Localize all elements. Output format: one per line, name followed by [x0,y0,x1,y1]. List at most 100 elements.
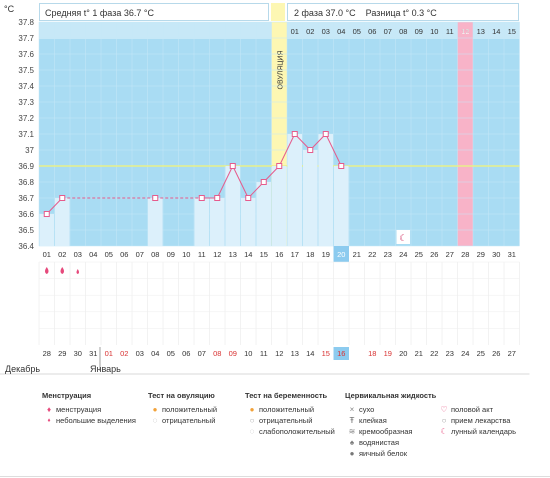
cycle-day-label: 18 [306,250,314,259]
legend-item: ♠ водянистая [345,437,436,448]
series-line [232,165,249,199]
date-label: 19 [384,349,392,358]
cycle-day-label: 24 [399,250,407,259]
date-label: 29 [58,349,66,358]
date-label: 03 [136,349,144,358]
top-day-label: 06 [368,27,376,36]
phase2-summary: 2 фаза 37.0 °C Разница t° 0.3 °C [287,3,519,21]
legend-item: ● положительный [245,404,335,415]
month-december: Декабрь [5,364,41,374]
date-label: 01 [105,349,113,358]
legend-label: слабоположительный [259,427,335,436]
cycle-day-label: 19 [322,250,330,259]
y-tick-label: 37.6 [18,50,34,59]
phase1-label: Средняя t° 1 фаза [45,8,122,18]
date-label: 30 [74,349,82,358]
top-day-label: 08 [399,27,407,36]
sticky-icon: Ŧ [349,416,355,425]
cycle-day-label: 15 [260,250,268,259]
data-point [291,131,298,137]
cycle-day-label: 21 [353,250,361,259]
legend-menstruation: Менструация ♦ менструация ♦ небольшие выде… [42,391,136,426]
legend-item: ◌ слабоположительный [245,426,335,437]
date-today-cell [333,347,349,360]
small-drop-icon: ♦ [47,417,51,424]
moon-icon: ☾ [440,427,448,436]
top-day-label: 15 [508,27,516,36]
phase2-label: 2 фаза [294,8,323,18]
temperature-bar [272,166,287,246]
date-label: 05 [167,349,175,358]
date-label: 07 [198,349,206,358]
temperature-bar [39,214,54,246]
cycle-day-label: 25 [415,250,423,259]
temperature-bar [256,182,271,246]
top-day-label: 11 [446,27,454,36]
diff-value: 0.3 °C [411,8,437,18]
watery-icon: ♠ [349,438,355,447]
cycle-day-label: 03 [74,250,82,259]
date-label: 27 [508,349,516,358]
creamy-icon: ≋ [348,427,356,436]
date-label: 08 [213,349,221,358]
series-line [325,133,342,167]
cycle-day-label: 09 [167,250,175,259]
top-day-label: 01 [291,27,299,36]
date-label: 09 [229,349,237,358]
date-label: 04 [151,349,159,358]
y-tick-label: 37 [25,146,34,155]
date-label: 11 [260,349,268,358]
legend-title: Тест на овуляцию [148,391,215,400]
temperature-bar [334,166,349,246]
series-line [278,133,296,167]
cycle-day-label: 22 [368,250,376,259]
legend-item: ● яичный белок [345,448,436,459]
date-label: 26 [492,349,500,358]
ovulation-header-marker [271,3,285,21]
date-label: 10 [244,349,252,358]
bottom-divider [0,476,550,477]
legend-label: яичный белок [359,449,408,458]
legend-item: ≋ кремообразная [345,426,436,437]
legend-title: Цервикальная жидкость [345,391,437,400]
data-point [245,195,252,201]
legend-label: кремообразная [359,427,413,436]
legend-label: небольшие выделения [56,416,136,425]
cycle-day-label: 31 [508,250,516,259]
top-day-label: 07 [384,27,392,36]
top-day-label: 10 [430,27,438,36]
date-label: 14 [306,349,314,358]
cycle-day-label: 12 [213,250,221,259]
drop-icon: ♦ [46,405,52,414]
legend-label: отрицательный [162,416,216,425]
legend-label: сухо [359,405,375,414]
legend-item: × сухо [345,404,436,415]
sun-outline-icon: ◌ [152,416,158,425]
temperature-bar [225,166,240,246]
temperature-bar [148,198,163,246]
temperature-bar [55,198,70,246]
legend-other: ♡ половой акт ○ прием лекарства ☾ лунный ка… [437,404,516,437]
cycle-day-label: 04 [89,250,97,259]
y-tick-label: 37.4 [18,82,34,91]
temperature-chart: °CОВУЛЯЦИЯ37.837.737.637.537.437.337.237… [0,4,530,375]
cycle-day-label: 20 [337,250,345,259]
temperature-bar [210,198,225,246]
data-point [229,163,236,169]
data-point [338,163,345,169]
phase1-summary: Средняя t° 1 фаза 36.7 °C [39,3,269,21]
moon-icon: ☾ [399,233,407,243]
temperature-bar [287,134,302,246]
data-point [59,195,66,201]
menstruation-drop-icon [45,267,49,274]
legend-item: ◌ отрицательный [148,415,217,426]
y-tick-label: 37.5 [18,66,34,75]
data-point [307,147,314,153]
date-label: 23 [446,349,454,358]
date-label: 17 [353,349,361,358]
temperature-bar [318,134,333,246]
y-tick-label: 36.4 [18,242,34,251]
date-label: 18 [368,349,376,358]
temperature-bar [194,198,209,246]
cycle-day-label: 07 [136,250,144,259]
